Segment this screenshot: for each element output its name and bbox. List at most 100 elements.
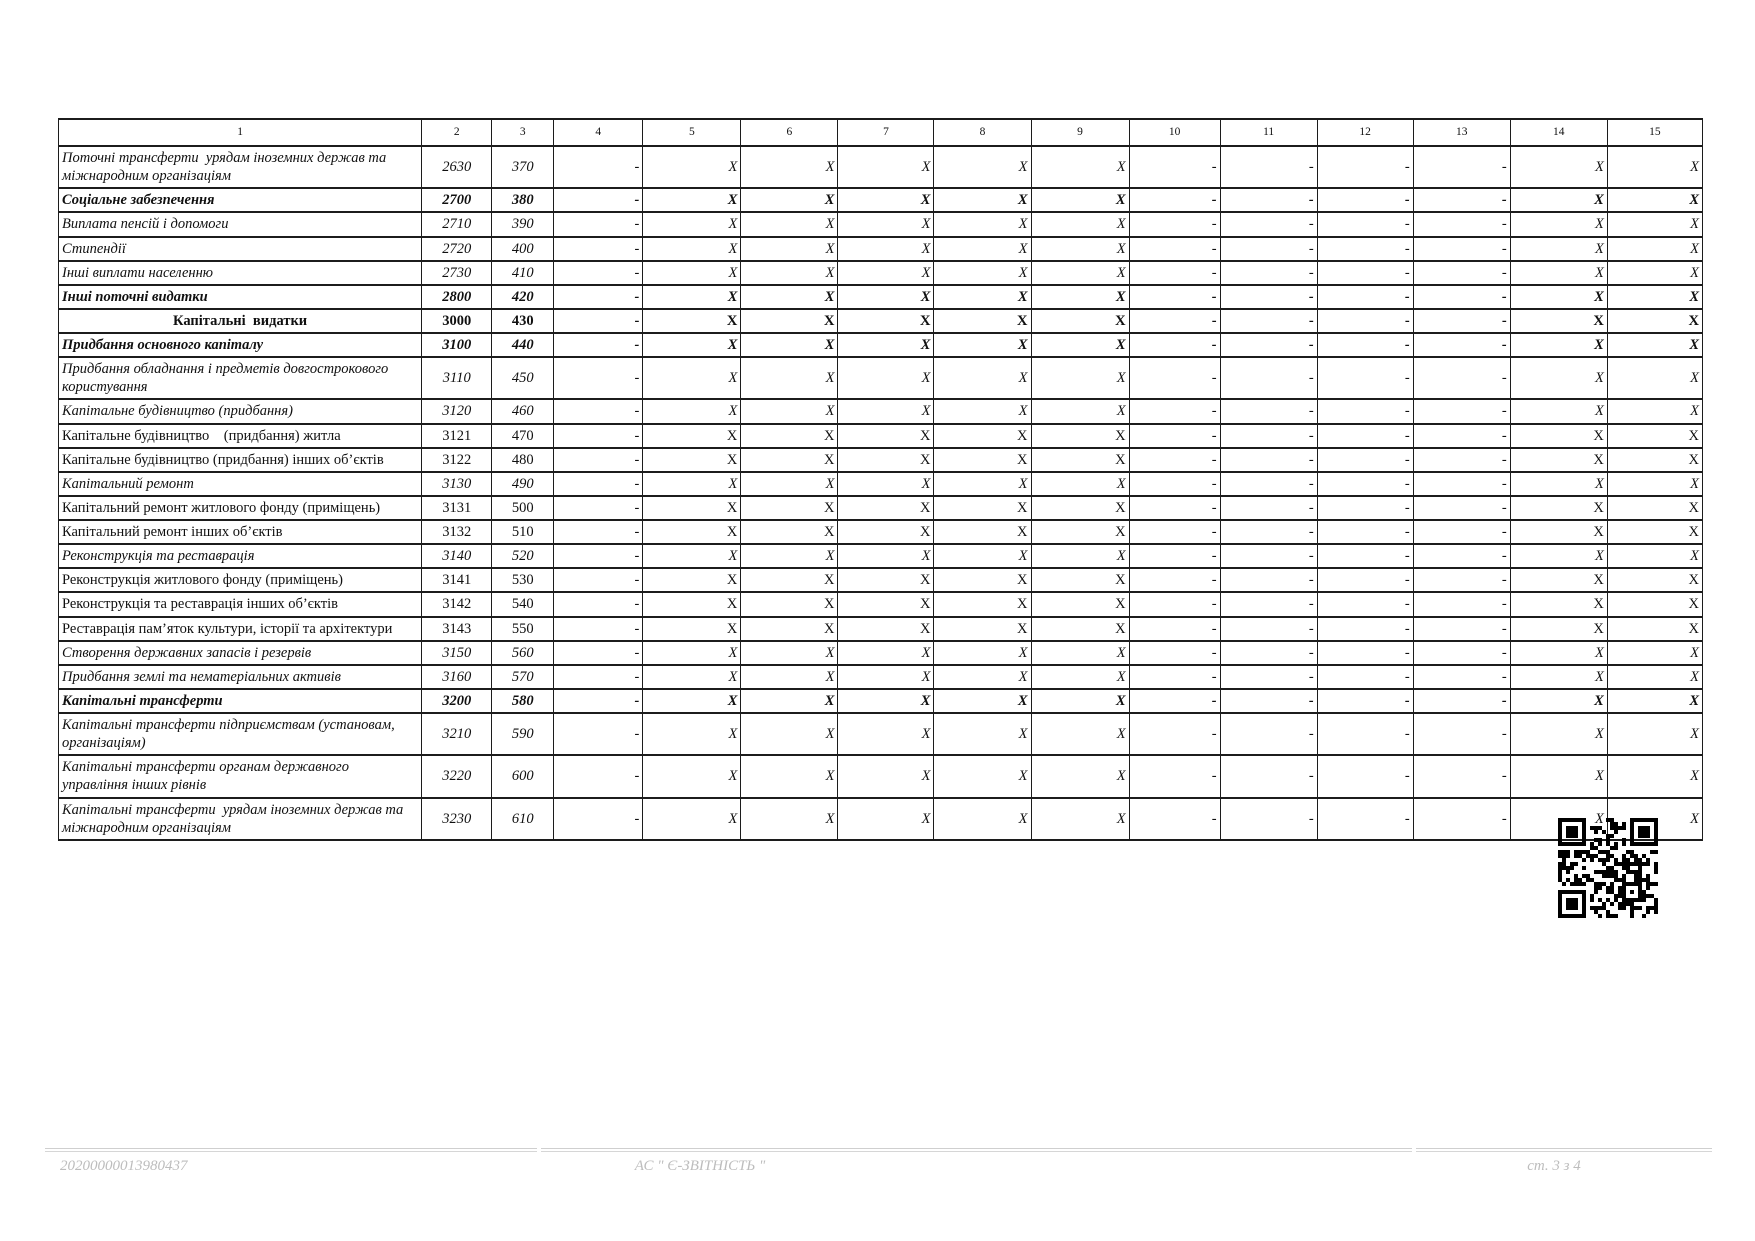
value-cell-col-11: - bbox=[1219, 754, 1318, 799]
value-cell-col-6: X bbox=[740, 422, 839, 449]
value-cell-col-9: X bbox=[1030, 543, 1130, 570]
value-cell-col-5: X bbox=[642, 144, 742, 190]
value-cell-col-9: X bbox=[1030, 187, 1130, 214]
row-line-code: 440 bbox=[491, 331, 555, 359]
value-cell-col-4: - bbox=[553, 754, 644, 799]
value-cell-col-12: - bbox=[1316, 796, 1414, 841]
value-cell-col-5: X bbox=[642, 687, 742, 715]
footer-rule-left bbox=[45, 1148, 537, 1152]
value-cell-col-15: X bbox=[1606, 283, 1704, 310]
row-label: Реконструкція житлового фонду (приміщень… bbox=[57, 567, 423, 594]
kekv-code: 3131 bbox=[421, 494, 493, 522]
footer-document-id: 20200000013980437 bbox=[60, 1158, 188, 1174]
row-label: Капітальні видатки bbox=[57, 307, 423, 335]
kekv-code: 2800 bbox=[421, 283, 493, 310]
row-label: Капітальні трансферти підприємствам (уст… bbox=[57, 711, 423, 757]
value-cell-col-5: X bbox=[642, 398, 742, 425]
value-cell-col-12: - bbox=[1316, 470, 1414, 497]
value-cell-col-7: X bbox=[837, 446, 935, 473]
value-cell-col-12: - bbox=[1316, 687, 1414, 715]
row-line-code: 450 bbox=[491, 356, 555, 401]
value-cell-col-11: - bbox=[1219, 494, 1318, 522]
row-line-code: 560 bbox=[491, 639, 555, 666]
table-row-3100: Придбання основного капіталу 3100 440- X X X X… bbox=[57, 331, 1704, 359]
value-cell-col-4: - bbox=[553, 235, 644, 262]
value-cell-col-14: X bbox=[1509, 543, 1608, 570]
value-cell-col-6: X bbox=[740, 754, 839, 799]
column-header-7: 7 bbox=[837, 118, 935, 147]
column-header-13: 13 bbox=[1412, 118, 1511, 147]
value-cell-col-4: - bbox=[553, 711, 644, 757]
value-cell-col-13: - bbox=[1412, 235, 1511, 262]
value-cell-col-13: - bbox=[1412, 470, 1511, 497]
row-label: Реконструкція та реставрація bbox=[57, 543, 423, 570]
value-cell-col-8: X bbox=[933, 687, 1032, 715]
value-cell-col-11: - bbox=[1219, 615, 1318, 642]
value-cell-col-8: X bbox=[933, 796, 1032, 841]
kekv-code: 3160 bbox=[421, 663, 493, 690]
value-cell-col-15: X bbox=[1606, 235, 1704, 262]
value-cell-col-13: - bbox=[1412, 591, 1511, 618]
value-cell-col-15: X bbox=[1606, 144, 1704, 190]
value-cell-col-9: X bbox=[1030, 446, 1130, 473]
row-label: Капітальний ремонт bbox=[57, 470, 423, 497]
value-cell-col-11: - bbox=[1219, 543, 1318, 570]
value-cell-col-6: X bbox=[740, 663, 839, 690]
value-cell-col-4: - bbox=[553, 663, 644, 690]
value-cell-col-6: X bbox=[740, 543, 839, 570]
value-cell-col-13: - bbox=[1412, 796, 1511, 841]
value-cell-col-10: - bbox=[1128, 754, 1221, 799]
value-cell-col-5: X bbox=[642, 422, 742, 449]
value-cell-col-12: - bbox=[1316, 754, 1414, 799]
row-label: Придбання основного капіталу bbox=[57, 331, 423, 359]
kekv-code: 3220 bbox=[421, 754, 493, 799]
row-label: Інші поточні видатки bbox=[57, 283, 423, 310]
row-label: Капітальне будівництво (придбання) інших… bbox=[57, 446, 423, 473]
table-row-3230: Капітальні трансферти урядам іноземних д… bbox=[57, 796, 1704, 841]
row-label: Капітальний ремонт житлового фонду (прим… bbox=[57, 494, 423, 522]
row-line-code: 570 bbox=[491, 663, 555, 690]
value-cell-col-6: X bbox=[740, 711, 839, 757]
budget-expenditures-table: 1 2 3 4 5 6 7 8 9 10 11 12 13 14 15 Поточні трансферти… bbox=[57, 118, 1704, 841]
value-cell-col-12: - bbox=[1316, 331, 1414, 359]
value-cell-col-11: - bbox=[1219, 446, 1318, 473]
value-cell-col-12: - bbox=[1316, 187, 1414, 214]
value-cell-col-9: X bbox=[1030, 663, 1130, 690]
value-cell-col-13: - bbox=[1412, 615, 1511, 642]
value-cell-col-14: X bbox=[1509, 518, 1608, 546]
row-line-code: 390 bbox=[491, 211, 555, 238]
value-cell-col-7: X bbox=[837, 591, 935, 618]
value-cell-col-15: X bbox=[1606, 307, 1704, 335]
value-cell-col-15: X bbox=[1606, 591, 1704, 618]
table-row-3122: Капітальне будівництво (придбання) інших… bbox=[57, 446, 1704, 473]
value-cell-col-11: - bbox=[1219, 518, 1318, 546]
value-cell-col-12: - bbox=[1316, 711, 1414, 757]
value-cell-col-11: - bbox=[1219, 663, 1318, 690]
value-cell-col-14: X bbox=[1509, 307, 1608, 335]
row-label: Капітальне будівництво (придбання) bbox=[57, 398, 423, 425]
value-cell-col-6: X bbox=[740, 356, 839, 401]
value-cell-col-5: X bbox=[642, 663, 742, 690]
value-cell-col-6: X bbox=[740, 796, 839, 841]
value-cell-col-13: - bbox=[1412, 259, 1511, 286]
value-cell-col-7: X bbox=[837, 518, 935, 546]
value-cell-col-8: X bbox=[933, 187, 1032, 214]
value-cell-col-15: X bbox=[1606, 711, 1704, 757]
table-row-3131: Капітальний ремонт житлового фонду (прим… bbox=[57, 494, 1704, 522]
value-cell-col-10: - bbox=[1128, 518, 1221, 546]
value-cell-col-13: - bbox=[1412, 398, 1511, 425]
value-cell-col-6: X bbox=[740, 615, 839, 642]
kekv-code: 3100 bbox=[421, 331, 493, 359]
value-cell-col-14: X bbox=[1509, 356, 1608, 401]
value-cell-col-13: - bbox=[1412, 687, 1511, 715]
footer-rule-center bbox=[541, 1148, 1412, 1152]
value-cell-col-11: - bbox=[1219, 687, 1318, 715]
value-cell-col-10: - bbox=[1128, 711, 1221, 757]
column-header-2: 2 bbox=[421, 118, 493, 147]
value-cell-col-14: X bbox=[1509, 398, 1608, 425]
table-row-3143: Реставрація пам’яток культури, історії т… bbox=[57, 615, 1704, 642]
kekv-code: 2720 bbox=[421, 235, 493, 262]
value-cell-col-7: X bbox=[837, 283, 935, 310]
value-cell-col-5: X bbox=[642, 446, 742, 473]
value-cell-col-11: - bbox=[1219, 470, 1318, 497]
